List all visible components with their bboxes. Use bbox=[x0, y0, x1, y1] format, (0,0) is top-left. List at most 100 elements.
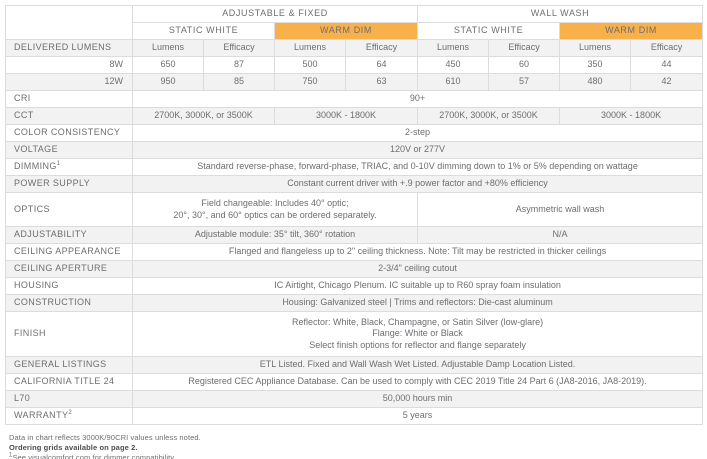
col-header-lumens: Lumens bbox=[132, 39, 204, 57]
spec-row-adjustability: ADJUSTABILITY Adjustable module: 35° til… bbox=[5, 226, 704, 244]
section-header-row: ADJUSTABLE & FIXED WALL WASH bbox=[5, 5, 704, 40]
spec-value-ceiling-aperture: 2-3/4" ceiling cutout bbox=[131, 260, 704, 278]
footnote-marker-1: 1 bbox=[56, 161, 61, 168]
spec-value-power-supply: Constant current driver with +.9 power f… bbox=[131, 175, 704, 193]
col-header-efficacy: Efficacy bbox=[344, 39, 419, 57]
spec-value-warranty: 5 years bbox=[131, 407, 704, 425]
spec-value-l70: 50,000 hours min bbox=[131, 390, 704, 408]
footnote-dimmer-compatibility: 1See visualcomfort.com for dimmer compat… bbox=[9, 453, 702, 459]
col-header-lumens: Lumens bbox=[274, 39, 346, 57]
section-adjustable-fixed: ADJUSTABLE & FIXED bbox=[131, 5, 419, 23]
row-label-cct: CCT bbox=[5, 107, 133, 125]
optics-line-1: Field changeable: Includes 40° optic; bbox=[201, 198, 349, 209]
subheader-static-white-wallwash: STATIC WHITE bbox=[417, 22, 561, 40]
corner-empty-cell bbox=[5, 5, 133, 40]
row-label-general-listings: GENERAL LISTINGS bbox=[5, 356, 133, 374]
value-cell: 44 bbox=[630, 56, 704, 74]
row-label-ceiling-appearance: CEILING APPEARANCE bbox=[5, 243, 133, 261]
value-cell: 650 bbox=[132, 56, 204, 74]
spec-value-ceiling-appearance: Flanged and flangeless up to 2" ceiling … bbox=[131, 243, 704, 261]
footnote-ordering-grids: Ordering grids available on page 2. bbox=[9, 443, 138, 453]
spec-row-ceiling-aperture: CEILING APERTURE 2-3/4" ceiling cutout bbox=[5, 260, 704, 278]
spec-row-dimming: DIMMING1 Standard reverse-phase, forward… bbox=[5, 158, 704, 176]
subheader-row: STATIC WHITE WARM DIM STATIC WHITE WARM … bbox=[6, 22, 704, 40]
spec-value-cri: 90+ bbox=[131, 90, 704, 108]
spec-value-adjustability-wallwash: N/A bbox=[417, 226, 704, 244]
col-header-lumens: Lumens bbox=[417, 39, 490, 57]
value-cell: 610 bbox=[417, 73, 490, 91]
value-cell: 85 bbox=[203, 73, 275, 91]
value-cell: 750 bbox=[274, 73, 346, 91]
footnote-dimmer-text: See visualcomfort.com for dimmer compati… bbox=[12, 453, 176, 459]
spec-row-warranty: WARRANTY2 5 years bbox=[5, 407, 704, 425]
row-label-adjustability: ADJUSTABILITY bbox=[5, 226, 133, 244]
subheader-warm-dim-wallwash: WARM DIM bbox=[559, 22, 704, 40]
value-cell: 480 bbox=[559, 73, 632, 91]
spec-value-general-listings: ETL Listed. Fixed and Wall Wash Wet List… bbox=[131, 356, 704, 374]
spec-value-optics-adjustable: Field changeable: Includes 40° optic; 20… bbox=[131, 192, 419, 227]
spec-row-construction: CONSTRUCTION Housing: Galvanized steel |… bbox=[5, 294, 704, 312]
row-label-delivered-lumens: DELIVERED LUMENS bbox=[5, 39, 133, 57]
row-label-color-consistency: COLOR CONSISTENCY bbox=[5, 124, 133, 142]
footnote-marker-1: 1 bbox=[9, 452, 13, 459]
finish-line-2: Flange: White or Black bbox=[372, 328, 463, 339]
row-label-power-supply: POWER SUPPLY bbox=[5, 175, 133, 193]
spec-value-finish: Reflector: White, Black, Champagne, or S… bbox=[131, 311, 704, 357]
spec-row-cri: CRI 90+ bbox=[5, 90, 704, 108]
spec-row-general-listings: GENERAL LISTINGS ETL Listed. Fixed and W… bbox=[5, 356, 704, 374]
spec-row-optics: OPTICS Field changeable: Includes 40° op… bbox=[5, 192, 704, 227]
spec-value-color-consistency: 2-step bbox=[131, 124, 704, 142]
value-cell: 64 bbox=[344, 56, 419, 74]
spec-value-california-title-24: Registered CEC Appliance Database. Can b… bbox=[131, 373, 704, 391]
value-cell: 500 bbox=[274, 56, 346, 74]
spec-value-cct-wallwash-static: 2700K, 3000K, or 3500K bbox=[417, 107, 561, 125]
spec-value-cct-adjustable-warm: 3000K - 1800K bbox=[273, 107, 419, 125]
row-label-l70: L70 bbox=[5, 390, 133, 408]
spec-value-voltage: 120V or 277V bbox=[131, 141, 704, 159]
row-label-california-title-24: CALIFORNIA TITLE 24 bbox=[5, 373, 133, 391]
subheader-static-white-adjustable: STATIC WHITE bbox=[132, 22, 275, 40]
col-header-lumens: Lumens bbox=[559, 39, 632, 57]
wattage-label: 12W bbox=[5, 73, 133, 91]
row-label-warranty: WARRANTY2 bbox=[5, 407, 133, 425]
delivered-lumens-header-row: DELIVERED LUMENS Lumens Efficacy Lumens … bbox=[5, 39, 704, 57]
section-wall-wash: WALL WASH bbox=[417, 5, 704, 23]
spec-value-cct-wallwash-warm: 3000K - 1800K bbox=[559, 107, 704, 125]
col-header-efficacy: Efficacy bbox=[488, 39, 561, 57]
spec-row-power-supply: POWER SUPPLY Constant current driver wit… bbox=[5, 175, 704, 193]
value-cell: 63 bbox=[344, 73, 419, 91]
table-row-12w: 12W 950 85 750 63 610 57 480 42 bbox=[5, 73, 704, 91]
optics-line-2: 20°, 30°, and 60° optics can be ordered … bbox=[173, 209, 377, 220]
spec-row-voltage: VOLTAGE 120V or 277V bbox=[5, 141, 704, 159]
finish-line-3: Select finish options for reflector and … bbox=[309, 339, 526, 350]
table-row-8w: 8W 650 87 500 64 450 60 350 44 bbox=[5, 56, 704, 74]
subheader-warm-dim-adjustable: WARM DIM bbox=[273, 22, 419, 40]
value-cell: 60 bbox=[488, 56, 561, 74]
value-cell: 57 bbox=[488, 73, 561, 91]
footnote-marker-2: 2 bbox=[68, 410, 73, 417]
spec-row-cct: CCT 2700K, 3000K, or 3500K 3000K - 1800K… bbox=[5, 107, 704, 125]
row-label-voltage: VOLTAGE bbox=[5, 141, 133, 159]
row-label-dimming-text: DIMMING bbox=[14, 161, 57, 172]
row-label-housing: HOUSING bbox=[5, 277, 133, 295]
spec-table: ADJUSTABLE & FIXED WALL WASH STATIC WHIT… bbox=[5, 5, 704, 425]
spec-value-dimming: Standard reverse-phase, forward-phase, T… bbox=[131, 158, 704, 176]
footnotes: Data in chart reflects 3000K/90CRI value… bbox=[5, 425, 702, 459]
spec-row-california-title-24: CALIFORNIA TITLE 24 Registered CEC Appli… bbox=[5, 373, 704, 391]
row-label-warranty-text: WARRANTY bbox=[14, 410, 69, 421]
row-label-finish: FINISH bbox=[5, 311, 133, 357]
row-label-cri: CRI bbox=[5, 90, 133, 108]
value-cell: 450 bbox=[417, 56, 490, 74]
row-label-dimming: DIMMING1 bbox=[5, 158, 133, 176]
value-cell: 950 bbox=[132, 73, 204, 91]
spec-value-construction: Housing: Galvanized steel | Trims and re… bbox=[131, 294, 704, 312]
finish-line-1: Reflector: White, Black, Champagne, or S… bbox=[291, 317, 544, 328]
row-label-ceiling-aperture: CEILING APERTURE bbox=[5, 260, 133, 278]
spec-row-finish: FINISH Reflector: White, Black, Champagn… bbox=[5, 311, 704, 357]
spec-value-cct-adjustable-static: 2700K, 3000K, or 3500K bbox=[132, 107, 275, 125]
spec-row-housing: HOUSING IC Airtight, Chicago Plenum. IC … bbox=[5, 277, 704, 295]
spec-row-ceiling-appearance: CEILING APPEARANCE Flanged and flangeles… bbox=[5, 243, 704, 261]
spec-value-housing: IC Airtight, Chicago Plenum. IC suitable… bbox=[131, 277, 704, 295]
spec-row-l70: L70 50,000 hours min bbox=[5, 390, 704, 408]
row-label-optics: OPTICS bbox=[5, 192, 133, 227]
